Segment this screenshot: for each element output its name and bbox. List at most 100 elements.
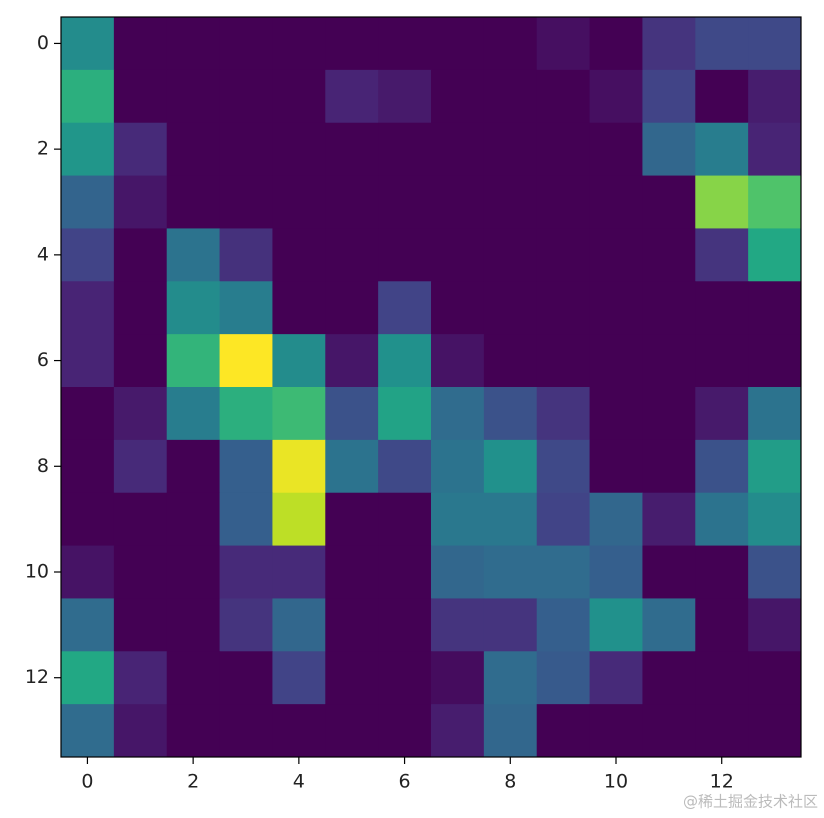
- heatmap-cell: [378, 387, 432, 441]
- heatmap-cell: [536, 387, 591, 441]
- heatmap-cell: [483, 17, 538, 71]
- heatmap-cell: [325, 651, 379, 705]
- heatmap-cell: [589, 387, 643, 441]
- heatmap-cell: [536, 69, 591, 124]
- heatmap-cell: [483, 492, 538, 547]
- heatmap-cell: [166, 387, 221, 441]
- heatmap-cell: [483, 598, 538, 652]
- heatmap-cell: [483, 281, 538, 335]
- heatmap-cell: [483, 69, 538, 124]
- heatmap-cell: [695, 545, 749, 599]
- heatmap-cell: [61, 439, 115, 494]
- heatmap-cell: [113, 704, 168, 758]
- heatmap-cell: [219, 545, 273, 599]
- heatmap-cell: [378, 334, 432, 388]
- heatmap-cell: [431, 387, 485, 441]
- heatmap-cell: [642, 387, 696, 441]
- heatmap-cell: [61, 334, 115, 388]
- heatmap-cell: [325, 281, 379, 335]
- heatmap-cell: [642, 704, 696, 758]
- heatmap-cell: [483, 387, 538, 441]
- heatmap-cell: [589, 17, 643, 71]
- heatmap-cell: [431, 334, 485, 388]
- heatmap-cell: [219, 439, 273, 494]
- heatmap-cell: [219, 122, 273, 177]
- heatmap-cell: [431, 545, 485, 599]
- heatmap-cell: [272, 69, 326, 124]
- heatmap-cell: [219, 281, 273, 335]
- heatmap-cell: [219, 598, 273, 652]
- heatmap-cell: [431, 281, 485, 335]
- heatmap-cell: [378, 281, 432, 335]
- heatmap-cell: [113, 17, 168, 71]
- heatmap-cell: [113, 387, 168, 441]
- heatmap-cell: [536, 17, 591, 71]
- heatmap-cell: [483, 439, 538, 494]
- heatmap-cell: [219, 175, 273, 229]
- y-tick-label: 8: [37, 455, 49, 477]
- heatmap-cell: [483, 334, 538, 388]
- heatmap-cell: [695, 387, 749, 441]
- heatmap-cell: [61, 122, 115, 177]
- heatmap-cell: [695, 122, 749, 177]
- heatmap-cell: [536, 439, 591, 494]
- heatmap-cell: [431, 122, 485, 177]
- heatmap-cell: [61, 545, 115, 599]
- heatmap-cell: [536, 122, 591, 177]
- x-tick-label: 6: [399, 771, 411, 793]
- heatmap-cell: [642, 334, 696, 388]
- heatmap-cell: [589, 69, 643, 124]
- heatmap-cell: [378, 704, 432, 758]
- heatmap-cell: [431, 492, 485, 547]
- heatmap-cell: [378, 122, 432, 177]
- heatmap-cell: [536, 651, 591, 705]
- heatmap-cell: [483, 228, 538, 282]
- heatmap-cell: [166, 704, 221, 758]
- heatmap-cell: [219, 228, 273, 282]
- heatmap-cell: [166, 175, 221, 229]
- heatmap-cell: [695, 439, 749, 494]
- heatmap-cell: [748, 651, 802, 705]
- heatmap-cell: [113, 122, 168, 177]
- heatmap-cell: [219, 334, 273, 388]
- heatmap-cell: [748, 598, 802, 652]
- heatmap-cell: [748, 492, 802, 547]
- heatmap-cell: [748, 387, 802, 441]
- heatmap-cell: [748, 17, 802, 71]
- heatmap-cell: [272, 704, 326, 758]
- heatmap-cell: [642, 175, 696, 229]
- heatmap-cell: [378, 439, 432, 494]
- heatmap-cell: [325, 334, 379, 388]
- heatmap-cell: [695, 704, 749, 758]
- heatmap-cell: [166, 492, 221, 547]
- heatmap-cell: [325, 704, 379, 758]
- heatmap-cell: [61, 651, 115, 705]
- heatmap-cell: [272, 492, 326, 547]
- heatmap-cell: [272, 228, 326, 282]
- heatmap-cell: [642, 545, 696, 599]
- heatmap-cell: [325, 17, 379, 71]
- heatmap-cell: [61, 228, 115, 282]
- heatmap-cell: [325, 439, 379, 494]
- x-tick-label: 12: [710, 771, 734, 793]
- heatmap-cell: [748, 334, 802, 388]
- heatmap-cell: [642, 492, 696, 547]
- heatmap-cell: [166, 69, 221, 124]
- heatmap-cell: [219, 492, 273, 547]
- heatmap-cell: [642, 228, 696, 282]
- heatmap-cell: [589, 228, 643, 282]
- heatmap-cell: [113, 651, 168, 705]
- heatmap-cell: [431, 228, 485, 282]
- heatmap-cell: [113, 175, 168, 229]
- heatmap-cell: [272, 334, 326, 388]
- heatmap-cell: [113, 69, 168, 124]
- heatmap-cell: [536, 492, 591, 547]
- heatmap-cell: [483, 545, 538, 599]
- heatmap-cell: [113, 281, 168, 335]
- heatmap-cell: [431, 704, 485, 758]
- heatmap-cell: [272, 439, 326, 494]
- heatmap-cell: [695, 17, 749, 71]
- heatmap-cell: [748, 281, 802, 335]
- heatmap-cell: [642, 69, 696, 124]
- heatmap-cell: [166, 439, 221, 494]
